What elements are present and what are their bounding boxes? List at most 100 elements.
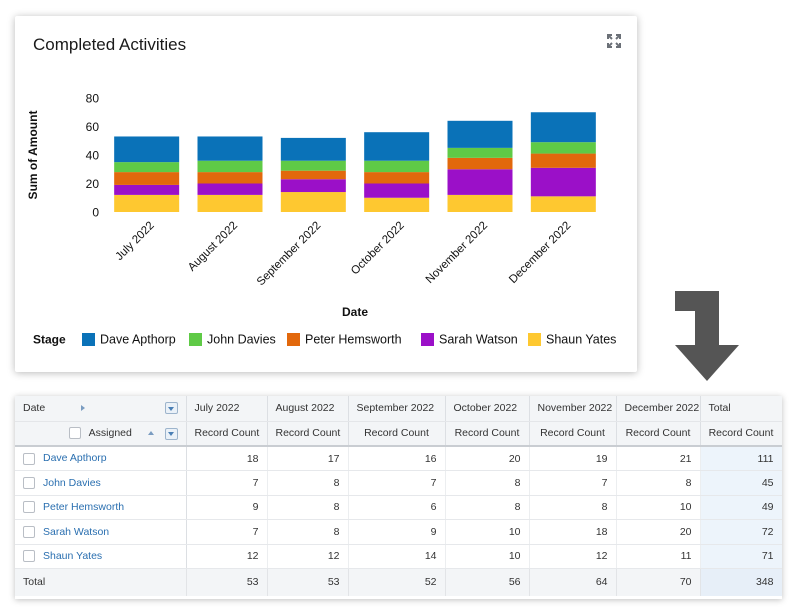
row-checkbox[interactable] [23, 452, 35, 465]
row-name-cell[interactable]: John Davies [15, 470, 187, 496]
month-header[interactable]: August 2022 [267, 396, 349, 422]
legend-swatch [421, 333, 434, 346]
assignee-link[interactable]: Sarah Watson [43, 525, 110, 538]
x-tick-label: August 2022 [186, 220, 240, 274]
bar-segment [114, 162, 180, 173]
assignee-link[interactable]: John Davies [43, 476, 101, 489]
filter-dropdown-icon[interactable] [164, 427, 178, 440]
bar-segment [280, 179, 346, 193]
select-all-checkbox[interactable] [68, 427, 81, 440]
y-tick-label: 0 [92, 206, 99, 220]
record-count-cell: 10 [616, 495, 701, 520]
legend-swatch [189, 333, 202, 346]
row-checkbox[interactable] [23, 525, 35, 538]
record-count-cell: 10 [445, 519, 530, 545]
bar-segment [280, 192, 346, 212]
metric-header: Record Count [700, 421, 782, 447]
down-right-arrow-icon [675, 291, 739, 381]
row-checkbox[interactable] [23, 501, 35, 514]
assignee-link[interactable]: Dave Apthorp [43, 452, 107, 465]
chart-title: Completed Activities [33, 35, 187, 54]
record-count-cell: 8 [267, 519, 349, 545]
record-count-cell: 19 [529, 446, 617, 471]
bar-segment [530, 153, 596, 168]
record-count-cell: 12 [529, 544, 617, 569]
record-count-cell: 18 [186, 446, 268, 471]
month-header[interactable]: September 2022 [348, 396, 446, 422]
assigned-header-label: Assigned [88, 427, 132, 440]
bar-segment [447, 157, 513, 170]
row-name-cell[interactable]: Peter Hemsworth [15, 495, 187, 520]
assignee-link[interactable]: Peter Hemsworth [43, 501, 125, 514]
bar-segment [197, 160, 263, 173]
table-row: John Davies 7 8 7 8 7 8 45 [15, 470, 782, 496]
filter-dropdown-icon[interactable] [164, 402, 178, 414]
bar-segment [530, 196, 596, 212]
record-count-cell: 17 [267, 446, 349, 471]
legend-label: Sarah Watson [439, 333, 518, 347]
date-header-label: Date [23, 402, 46, 415]
row-total-cell: 49 [700, 495, 782, 520]
expand-right-icon[interactable] [81, 405, 85, 411]
row-checkbox[interactable] [23, 476, 35, 489]
x-tick-label: October 2022 [349, 220, 407, 278]
bar-segment [364, 160, 430, 173]
column-total-cell: 70 [616, 568, 701, 596]
y-axis-label: Sum of Amount [26, 111, 40, 200]
column-total-cell: 52 [348, 568, 446, 596]
record-count-cell: 11 [616, 544, 701, 569]
row-name-cell[interactable]: Dave Apthorp [15, 446, 187, 471]
record-count-cell: 21 [616, 446, 701, 471]
bar-segment [364, 183, 430, 198]
record-count-cell: 8 [616, 470, 701, 496]
record-count-cell: 7 [529, 470, 617, 496]
record-count-cell: 6 [348, 495, 446, 520]
x-tick-label: November 2022 [424, 220, 490, 286]
row-name-cell[interactable]: Sarah Watson [15, 519, 187, 545]
bar-segment [530, 112, 596, 143]
legend-title: Stage [33, 333, 66, 347]
month-header[interactable]: December 2022 [616, 396, 701, 422]
x-axis-label: Date [342, 305, 368, 319]
metric-header: Record Count [445, 421, 530, 447]
record-count-cell: 7 [186, 519, 268, 545]
bar-segment [114, 194, 180, 212]
month-header[interactable]: October 2022 [445, 396, 530, 422]
assignee-link[interactable]: Shaun Yates [43, 550, 103, 563]
assigned-dimension-header[interactable]: Assigned [15, 421, 187, 447]
bar-segment [197, 194, 263, 212]
bar-segment [197, 136, 263, 161]
column-total-cell: 53 [267, 568, 349, 596]
legend-label: Shaun Yates [546, 333, 616, 347]
metric-header: Record Count [616, 421, 701, 447]
row-name-cell[interactable]: Shaun Yates [15, 544, 187, 569]
bar-segment [447, 169, 513, 195]
table-row: Shaun Yates 12 12 14 10 12 11 71 [15, 544, 782, 569]
bar-segment [364, 197, 430, 212]
record-count-cell: 8 [267, 470, 349, 496]
bar-segment [364, 172, 430, 184]
y-tick-label: 80 [86, 92, 100, 106]
date-dimension-header[interactable]: Date [15, 396, 187, 422]
month-header[interactable]: July 2022 [186, 396, 268, 422]
grand-total-cell: 348 [700, 568, 782, 596]
record-count-cell: 12 [186, 544, 268, 569]
x-tick-label: July 2022 [113, 220, 156, 263]
record-count-cell: 20 [445, 446, 530, 471]
expand-icon[interactable] [607, 34, 621, 48]
row-checkbox[interactable] [23, 550, 35, 563]
row-total-cell: 71 [700, 544, 782, 569]
chart-card: Completed Activities 0 20 40 60 80 Sum of Amo… [15, 16, 637, 372]
legend-label: John Davies [207, 333, 276, 347]
y-tick-label: 40 [86, 149, 100, 163]
sort-ascending-icon[interactable] [147, 430, 154, 435]
totals-label: Total [15, 568, 187, 596]
month-header[interactable]: November 2022 [529, 396, 617, 422]
record-count-cell: 8 [267, 495, 349, 520]
bar-segment [447, 120, 513, 148]
metric-header: Record Count [529, 421, 617, 447]
column-total-cell: 64 [529, 568, 617, 596]
record-count-cell: 8 [445, 470, 530, 496]
legend-label: Peter Hemsworth [305, 333, 402, 347]
bar-segment [280, 160, 346, 171]
